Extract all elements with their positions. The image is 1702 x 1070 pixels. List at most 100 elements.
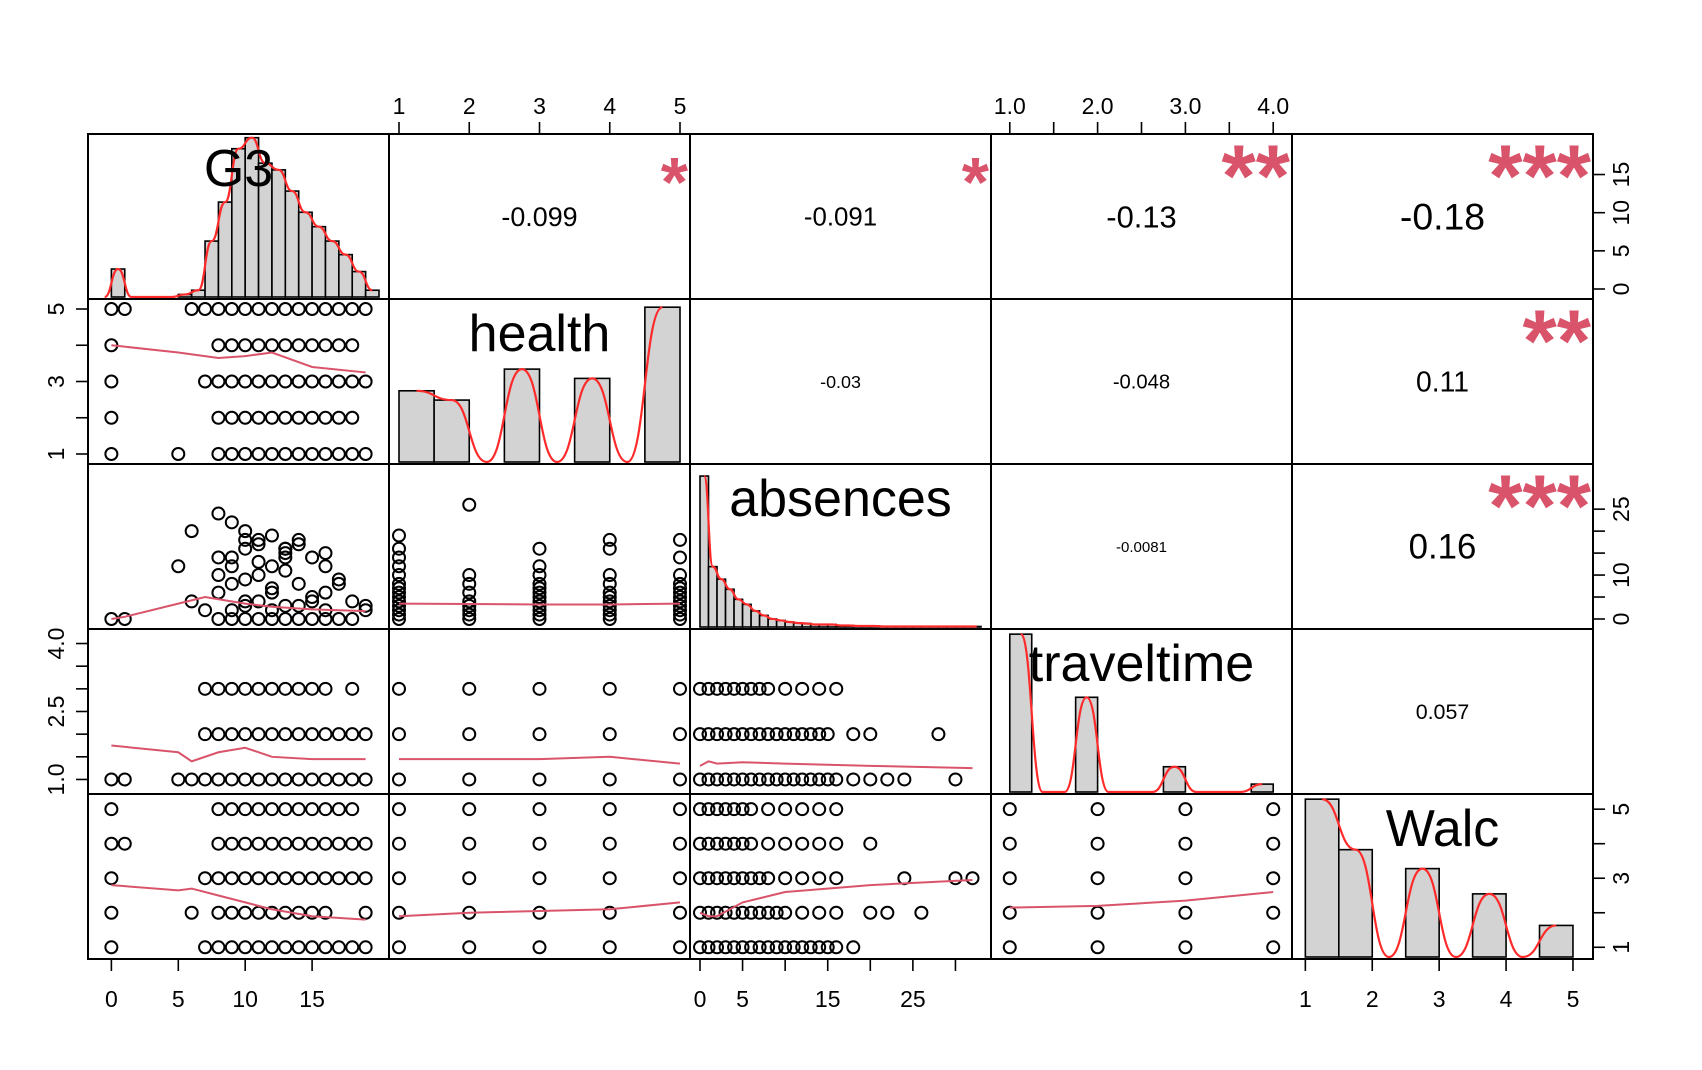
data-point (392, 905, 406, 920)
data-point (264, 559, 279, 574)
data-point (803, 727, 818, 742)
data-point (211, 302, 226, 316)
correlation-value: -0.048 (1113, 372, 1170, 394)
data-point (914, 905, 929, 920)
variable-name-G3: G3 (204, 140, 273, 198)
data-point (532, 590, 547, 605)
data-point (278, 681, 293, 696)
data-point (693, 772, 707, 787)
data-point (532, 940, 547, 955)
data-point (752, 940, 767, 955)
data-point (727, 836, 742, 851)
smooth-line (111, 884, 366, 921)
data-point (358, 871, 373, 886)
data-point (278, 836, 293, 851)
data-point (345, 871, 360, 886)
data-point (735, 905, 750, 920)
data-point (291, 612, 306, 626)
axis-tick-label: 4.0 (43, 628, 69, 660)
data-point (718, 940, 733, 955)
data-point (462, 772, 477, 787)
data-point (264, 772, 279, 787)
data-point (778, 940, 793, 955)
data-point (1002, 940, 1017, 955)
data-point (812, 727, 827, 742)
data-point (211, 550, 226, 565)
data-point (727, 681, 742, 696)
data-point (331, 302, 346, 316)
data-point (1178, 905, 1193, 920)
data-point (846, 727, 861, 742)
data-point (358, 905, 373, 920)
data-point (305, 727, 320, 742)
data-point (238, 447, 253, 461)
data-point (198, 940, 213, 955)
data-point (462, 871, 477, 886)
hist-bar-G3 (297, 211, 313, 298)
axis-tick-label: 5 (43, 303, 69, 316)
data-point (278, 338, 293, 353)
data-point (786, 727, 801, 742)
data-point (392, 727, 406, 742)
data-point (184, 524, 199, 539)
data-point (673, 607, 687, 622)
data-point (278, 546, 293, 561)
data-point (1266, 836, 1281, 851)
data-point (184, 905, 199, 920)
data-point (752, 905, 767, 920)
data-point (104, 447, 119, 461)
data-point (673, 681, 687, 696)
hist-bar-health (573, 377, 611, 463)
data-point (795, 836, 810, 851)
data-point (345, 836, 360, 851)
smooth-line (1009, 891, 1274, 909)
data-point (291, 598, 306, 613)
data-point (291, 940, 306, 955)
data-point (718, 727, 733, 742)
significance-stars: *** (1488, 456, 1591, 555)
data-point (673, 727, 687, 742)
data-point (602, 568, 617, 583)
data-point (318, 559, 333, 574)
axis-tick-label: 10 (1608, 562, 1634, 588)
data-point (1266, 940, 1281, 955)
data-point (673, 568, 687, 583)
axis-tick-label: 1.0 (994, 93, 1026, 119)
axis-tick-label: 0 (1608, 283, 1634, 296)
data-point (198, 374, 213, 389)
data-point (602, 598, 617, 613)
data-point (701, 681, 716, 696)
data-point (948, 871, 963, 886)
data-point (305, 338, 320, 353)
data-point (318, 871, 333, 886)
data-point (345, 410, 360, 425)
data-point (727, 802, 742, 817)
data-point (1178, 836, 1193, 851)
data-point (718, 836, 733, 851)
hist-bar-health (644, 306, 681, 463)
data-point (673, 590, 687, 605)
axis-tick-label: 1 (1608, 941, 1634, 954)
data-point (602, 585, 617, 600)
data-point (278, 772, 293, 787)
data-point (318, 727, 333, 742)
data-point (462, 585, 477, 600)
data-point (264, 585, 279, 600)
data-point (602, 905, 617, 920)
data-point (701, 836, 716, 851)
data-point (358, 727, 373, 742)
data-point (278, 410, 293, 425)
data-point (462, 836, 477, 851)
data-point (602, 727, 617, 742)
data-point (1178, 871, 1193, 886)
data-point (211, 802, 226, 817)
data-point (462, 727, 477, 742)
correlation-value: -0.099 (501, 202, 577, 232)
data-point (829, 905, 844, 920)
hist-bar-health (503, 368, 541, 463)
data-point (358, 772, 373, 787)
data-point (104, 374, 119, 389)
data-point (305, 612, 320, 626)
hist-bar-absences (724, 588, 735, 628)
data-point (251, 568, 266, 583)
